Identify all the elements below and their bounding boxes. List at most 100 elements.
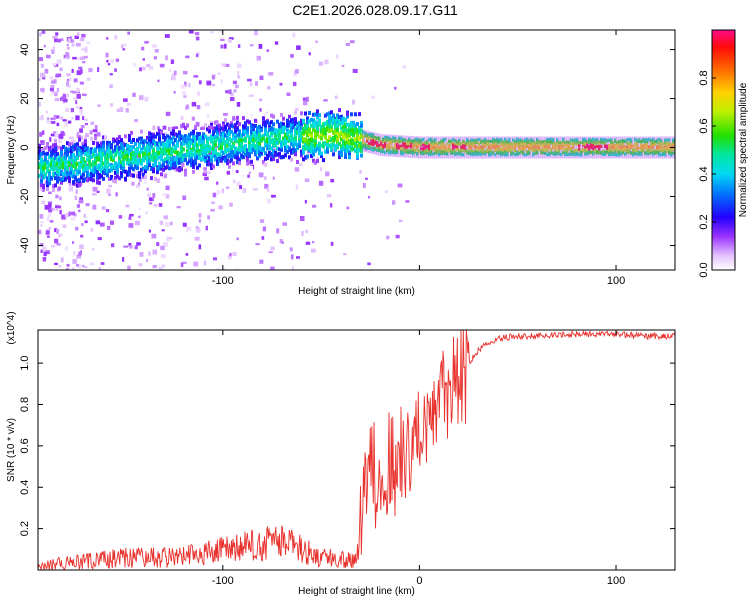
heatmap-cell — [96, 164, 99, 169]
heatmap-cell — [51, 49, 55, 54]
heatmap-cell — [418, 136, 421, 159]
heatmap-cell — [656, 136, 659, 159]
heatmap-cell — [186, 149, 189, 153]
heatmap-cell — [100, 262, 105, 265]
heatmap-cell — [152, 154, 155, 159]
heatmap-cell — [408, 137, 411, 141]
heatmap-cell — [107, 225, 111, 230]
heatmap-cell — [346, 136, 349, 141]
heatmap-cell — [348, 145, 351, 150]
heatmap-cell — [312, 127, 315, 132]
heatmap-cell — [538, 143, 541, 147]
heatmap-cell — [40, 163, 43, 168]
heatmap-cell — [558, 147, 561, 151]
heatmap-cell — [42, 166, 45, 171]
heatmap-cell — [94, 136, 97, 141]
heatmap-cell — [546, 153, 549, 157]
heatmap-cell — [316, 109, 319, 114]
heatmap-cell — [84, 149, 87, 153]
heatmap-cell — [295, 184, 298, 190]
heatmap-cell — [366, 136, 369, 140]
heatmap-cell — [292, 81, 297, 87]
heatmap-cell — [444, 149, 447, 153]
heatmap-cell — [95, 220, 101, 225]
heatmap-cell — [556, 143, 559, 147]
heatmap-cell — [240, 141, 243, 146]
heatmap-cell — [159, 63, 165, 68]
heatmap-cell — [380, 150, 383, 154]
heatmap-cell — [372, 133, 375, 137]
heatmap-cell — [284, 146, 287, 150]
heatmap-cell — [476, 151, 479, 154]
heatmap-cell — [466, 141, 469, 145]
heatmap-cell — [542, 148, 545, 152]
heatmap-cell — [84, 118, 88, 122]
heatmap-cell — [144, 165, 147, 169]
heatmap-cell — [306, 127, 309, 131]
heatmap-cell — [416, 145, 419, 149]
heatmap-cell — [542, 136, 545, 159]
heatmap-cell — [668, 136, 671, 159]
heatmap-cell — [50, 163, 53, 168]
heatmap-cell — [70, 145, 73, 150]
heatmap-cell — [664, 136, 667, 159]
heatmap-cell — [106, 157, 109, 162]
heatmap-cell — [106, 209, 110, 213]
heatmap-cell — [548, 137, 551, 141]
heatmap-cell — [356, 131, 359, 136]
heatmap-cell — [294, 142, 297, 147]
heatmap-cell — [570, 150, 573, 154]
heatmap-cell — [316, 131, 319, 136]
heatmap-cell — [672, 148, 675, 151]
heatmap-cell — [298, 128, 301, 133]
heatmap-cell — [188, 154, 191, 159]
heatmap-cell — [510, 150, 513, 154]
heatmap-cell — [66, 141, 69, 146]
heatmap-cell — [484, 149, 487, 153]
heatmap-cell — [216, 162, 219, 166]
heatmap-cell — [214, 150, 217, 155]
heatmap-cell — [426, 140, 429, 144]
heatmap-cell — [84, 266, 88, 269]
heatmap-cell — [148, 163, 151, 168]
heatmap-cell — [408, 150, 411, 154]
heatmap-cell — [468, 151, 471, 155]
heatmap-cell — [430, 141, 433, 145]
heatmap-cell — [566, 136, 569, 159]
heatmap-cell — [570, 136, 573, 159]
heatmap-cell — [294, 110, 297, 115]
heatmap-cell — [195, 53, 199, 58]
heatmap-cell — [182, 261, 187, 265]
heatmap-cell — [326, 127, 329, 132]
heatmap-cell — [232, 116, 235, 121]
heatmap-cell — [92, 204, 97, 210]
heatmap-cell — [142, 172, 145, 177]
heatmap-cell — [390, 151, 393, 154]
heatmap-cell — [64, 171, 67, 176]
heatmap-cell — [54, 146, 57, 150]
heatmap-cell — [306, 145, 309, 150]
heatmap-cell — [610, 136, 613, 159]
heatmap-cell — [87, 77, 91, 81]
heatmap-cell — [398, 146, 401, 150]
heatmap-cell — [66, 175, 69, 180]
heatmap-cell — [444, 152, 447, 156]
heatmap-cell — [408, 144, 411, 148]
heatmap-cell — [204, 144, 207, 149]
heatmap-cell — [314, 148, 317, 153]
heatmap-cell — [178, 137, 181, 142]
heatmap-cell — [54, 91, 58, 97]
heatmap-cell — [658, 138, 661, 142]
heatmap-cell — [222, 150, 225, 155]
heatmap-cell — [81, 33, 86, 38]
heatmap-cell — [49, 137, 52, 142]
heatmap-cell — [148, 155, 151, 160]
heatmap-cell — [372, 146, 375, 150]
heatmap-cell — [452, 143, 455, 147]
x-tick-label: 100 — [607, 575, 625, 587]
heatmap-cell — [316, 124, 319, 129]
heatmap-cell — [194, 137, 197, 142]
heatmap-cell — [506, 152, 509, 156]
heatmap-cell — [102, 170, 105, 175]
heatmap-cell — [206, 149, 209, 154]
